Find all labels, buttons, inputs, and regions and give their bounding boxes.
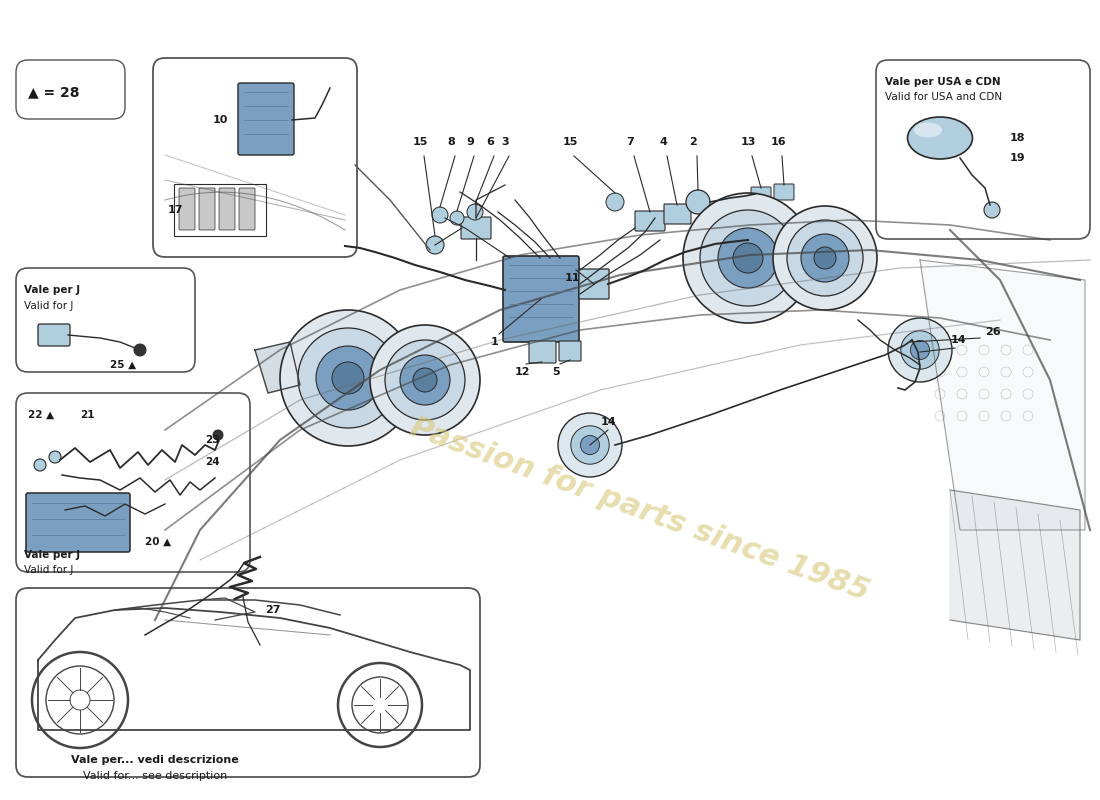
Circle shape <box>432 207 448 223</box>
FancyBboxPatch shape <box>503 256 579 342</box>
Text: Valid for... see description: Valid for... see description <box>82 771 227 781</box>
Circle shape <box>213 430 223 440</box>
FancyBboxPatch shape <box>219 188 235 230</box>
Text: 19: 19 <box>1010 153 1025 163</box>
Text: 15: 15 <box>562 137 578 147</box>
Text: 16: 16 <box>770 137 785 147</box>
FancyBboxPatch shape <box>774 184 794 200</box>
Text: 9: 9 <box>466 137 474 147</box>
Circle shape <box>468 204 483 220</box>
FancyBboxPatch shape <box>461 217 491 239</box>
Text: 5: 5 <box>552 367 560 377</box>
Text: 4: 4 <box>659 137 667 147</box>
Text: 3: 3 <box>502 137 509 147</box>
Circle shape <box>984 202 1000 218</box>
FancyBboxPatch shape <box>39 324 70 346</box>
Text: 20 ▲: 20 ▲ <box>145 537 172 547</box>
Circle shape <box>700 210 796 306</box>
Circle shape <box>426 236 444 254</box>
Text: 27: 27 <box>265 605 280 615</box>
Circle shape <box>50 451 60 463</box>
Circle shape <box>571 426 609 464</box>
Ellipse shape <box>908 117 972 159</box>
Circle shape <box>34 459 46 471</box>
FancyBboxPatch shape <box>199 188 214 230</box>
FancyBboxPatch shape <box>239 188 255 230</box>
Circle shape <box>332 362 364 394</box>
Circle shape <box>134 344 146 356</box>
FancyBboxPatch shape <box>179 188 195 230</box>
Circle shape <box>773 206 877 310</box>
Circle shape <box>385 340 465 420</box>
Text: 14: 14 <box>950 335 966 345</box>
Circle shape <box>683 193 813 323</box>
FancyBboxPatch shape <box>579 269 609 299</box>
Text: Vale per USA e CDN: Vale per USA e CDN <box>886 77 1001 87</box>
Circle shape <box>901 331 939 370</box>
Circle shape <box>558 413 622 477</box>
Ellipse shape <box>914 122 942 138</box>
Text: 1: 1 <box>491 337 499 347</box>
Text: 24: 24 <box>205 457 220 467</box>
Text: 25 ▲: 25 ▲ <box>110 360 136 370</box>
Text: 17: 17 <box>168 205 184 215</box>
Circle shape <box>814 247 836 269</box>
Text: 12: 12 <box>515 367 530 377</box>
FancyBboxPatch shape <box>751 187 771 203</box>
Circle shape <box>718 228 778 288</box>
Text: 8: 8 <box>447 137 455 147</box>
Circle shape <box>400 355 450 405</box>
Circle shape <box>412 368 437 392</box>
FancyBboxPatch shape <box>529 341 556 363</box>
Circle shape <box>581 435 600 454</box>
FancyBboxPatch shape <box>26 493 130 552</box>
Circle shape <box>606 193 624 211</box>
Text: 14: 14 <box>601 417 616 427</box>
Text: 7: 7 <box>626 137 634 147</box>
Circle shape <box>370 325 480 435</box>
Circle shape <box>280 310 416 446</box>
FancyBboxPatch shape <box>635 211 666 231</box>
Text: Vale per... vedi descrizione: Vale per... vedi descrizione <box>72 755 239 765</box>
Text: Vale per J: Vale per J <box>24 550 80 560</box>
Text: 23: 23 <box>205 435 220 445</box>
Circle shape <box>686 190 710 214</box>
Circle shape <box>911 341 930 360</box>
Text: Valid for J: Valid for J <box>24 565 74 575</box>
Text: Valid for USA and CDN: Valid for USA and CDN <box>886 92 1002 102</box>
Text: 26: 26 <box>984 327 1001 337</box>
Polygon shape <box>920 260 1085 530</box>
Circle shape <box>298 328 398 428</box>
Circle shape <box>733 243 763 273</box>
Circle shape <box>450 211 464 225</box>
FancyBboxPatch shape <box>238 83 294 155</box>
Circle shape <box>801 234 849 282</box>
Text: 11: 11 <box>564 273 580 283</box>
Text: Vale per J: Vale per J <box>24 285 80 295</box>
Text: 6: 6 <box>486 137 494 147</box>
Circle shape <box>786 220 864 296</box>
Polygon shape <box>950 490 1080 640</box>
Text: 15: 15 <box>412 137 428 147</box>
Text: 18: 18 <box>1010 133 1025 143</box>
Text: 2: 2 <box>689 137 697 147</box>
Text: 10: 10 <box>213 115 229 125</box>
Text: 13: 13 <box>740 137 756 147</box>
Text: 22 ▲: 22 ▲ <box>28 410 54 420</box>
FancyBboxPatch shape <box>664 204 691 224</box>
Text: Valid for J: Valid for J <box>24 301 74 311</box>
FancyBboxPatch shape <box>559 341 581 361</box>
Polygon shape <box>255 342 300 393</box>
Circle shape <box>316 346 380 410</box>
Text: ▲ = 28: ▲ = 28 <box>28 85 79 99</box>
Text: 21: 21 <box>80 410 95 420</box>
Circle shape <box>888 318 952 382</box>
Text: Passion for parts since 1985: Passion for parts since 1985 <box>406 413 873 607</box>
